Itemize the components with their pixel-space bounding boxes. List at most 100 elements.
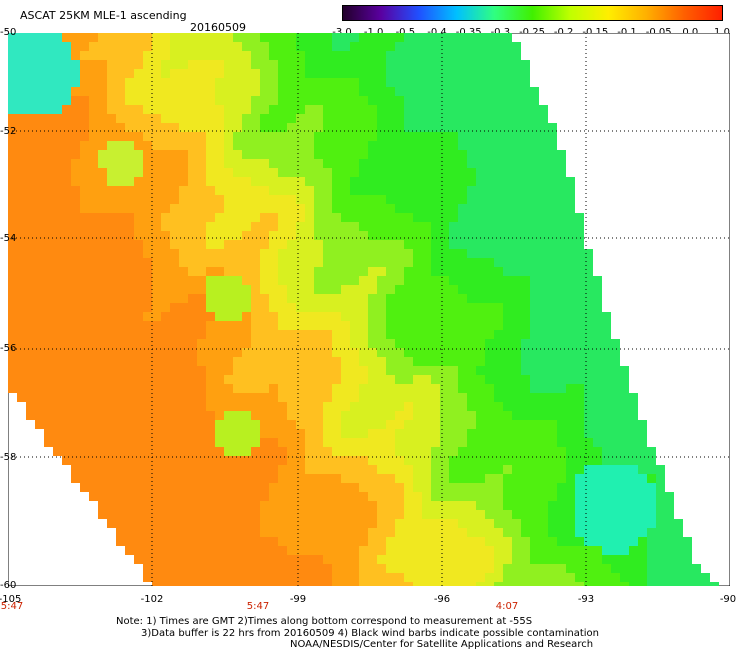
swath-cell bbox=[215, 393, 224, 402]
swath-cell bbox=[134, 375, 143, 384]
swath-cell bbox=[593, 465, 602, 474]
swath-cell bbox=[512, 204, 521, 213]
swath-cell bbox=[125, 465, 134, 474]
swath-cell bbox=[8, 69, 17, 78]
swath-cell bbox=[413, 357, 422, 366]
swath-cell bbox=[188, 42, 197, 51]
swath-cell bbox=[494, 348, 503, 357]
swath-cell bbox=[188, 204, 197, 213]
swath-cell bbox=[557, 321, 566, 330]
swath-cell bbox=[386, 51, 395, 60]
swath-cell bbox=[188, 465, 197, 474]
swath-cell bbox=[161, 204, 170, 213]
swath-cell bbox=[557, 195, 566, 204]
swath-cell bbox=[35, 177, 44, 186]
swath-cell bbox=[377, 114, 386, 123]
swath-cell bbox=[170, 168, 179, 177]
swath-cell bbox=[143, 114, 152, 123]
swath-cell bbox=[377, 78, 386, 87]
swath-cell bbox=[224, 483, 233, 492]
swath-cell bbox=[341, 366, 350, 375]
swath-cell bbox=[251, 42, 260, 51]
swath-cell bbox=[665, 528, 674, 537]
swath-cell bbox=[350, 69, 359, 78]
swath-cell bbox=[53, 267, 62, 276]
swath-cell bbox=[323, 564, 332, 573]
swath-cell bbox=[125, 321, 134, 330]
swath-cell bbox=[413, 402, 422, 411]
swath-cell bbox=[233, 312, 242, 321]
swath-cell bbox=[53, 258, 62, 267]
swath-cell bbox=[287, 339, 296, 348]
swath-cell bbox=[350, 276, 359, 285]
swath-cell bbox=[278, 456, 287, 465]
swath-cell bbox=[26, 357, 35, 366]
swath-cell bbox=[98, 402, 107, 411]
swath-cell bbox=[98, 204, 107, 213]
swath-cell bbox=[476, 366, 485, 375]
swath-cell bbox=[224, 465, 233, 474]
swath-cell bbox=[269, 321, 278, 330]
swath-cell bbox=[287, 393, 296, 402]
swath-cell bbox=[350, 177, 359, 186]
swath-cell bbox=[584, 393, 593, 402]
swath-cell bbox=[251, 312, 260, 321]
swath-cell bbox=[53, 51, 62, 60]
swath-cell bbox=[413, 375, 422, 384]
swath-cell bbox=[431, 159, 440, 168]
swath-cell bbox=[26, 78, 35, 87]
swath-cell bbox=[332, 69, 341, 78]
note-line-2: 3)Data buffer is 22 hrs from 20160509 4)… bbox=[141, 628, 599, 639]
swath-cell bbox=[287, 240, 296, 249]
swath-cell bbox=[206, 573, 215, 582]
swath-cell bbox=[269, 438, 278, 447]
swath-cell bbox=[530, 114, 539, 123]
swath-cell bbox=[278, 492, 287, 501]
swath-cell bbox=[35, 375, 44, 384]
swath-cell bbox=[386, 366, 395, 375]
swath-cell bbox=[557, 483, 566, 492]
swath-cell bbox=[422, 186, 431, 195]
swath-cell bbox=[62, 51, 71, 60]
swath-cell bbox=[377, 294, 386, 303]
swath-cell bbox=[404, 222, 413, 231]
swath-cell bbox=[377, 330, 386, 339]
swath-cell bbox=[188, 438, 197, 447]
swath-cell bbox=[422, 96, 431, 105]
swath-cell bbox=[26, 384, 35, 393]
swath-cell bbox=[377, 465, 386, 474]
swath-cell bbox=[404, 42, 413, 51]
swath-cell bbox=[503, 312, 512, 321]
swath-cell bbox=[557, 375, 566, 384]
swath-cell bbox=[377, 258, 386, 267]
swath-cell bbox=[404, 456, 413, 465]
swath-cell bbox=[107, 258, 116, 267]
swath-cell bbox=[449, 42, 458, 51]
swath-cell bbox=[134, 141, 143, 150]
swath-cell bbox=[161, 546, 170, 555]
swath-cell bbox=[26, 213, 35, 222]
swath-cell bbox=[647, 582, 656, 586]
swath-cell bbox=[278, 105, 287, 114]
swath-cell bbox=[368, 294, 377, 303]
swath-cell bbox=[26, 330, 35, 339]
swath-cell bbox=[404, 357, 413, 366]
swath-cell bbox=[278, 411, 287, 420]
swath-cell bbox=[593, 393, 602, 402]
swath-cell bbox=[71, 123, 80, 132]
swath-cell bbox=[368, 411, 377, 420]
swath-cell bbox=[107, 105, 116, 114]
swath-cell bbox=[557, 555, 566, 564]
swath-cell bbox=[566, 294, 575, 303]
swath-cell bbox=[125, 510, 134, 519]
swath-cell bbox=[431, 105, 440, 114]
swath-cell bbox=[17, 33, 26, 42]
swath-cell bbox=[89, 42, 98, 51]
swath-cell bbox=[152, 519, 161, 528]
swath-cell bbox=[80, 186, 89, 195]
swath-cell bbox=[233, 474, 242, 483]
swath-cell bbox=[296, 249, 305, 258]
swath-cell bbox=[593, 474, 602, 483]
swath-cell bbox=[269, 375, 278, 384]
swath-cell bbox=[53, 339, 62, 348]
